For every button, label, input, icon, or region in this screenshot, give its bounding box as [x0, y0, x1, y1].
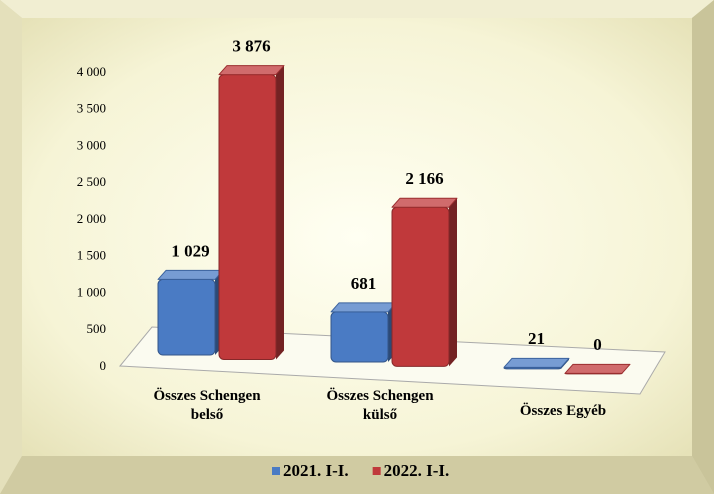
bar	[391, 206, 450, 367]
value-label: 1 029	[171, 241, 209, 260]
y-tick-label: 2 500	[77, 174, 106, 189]
legend-label: 2021. I-I.	[283, 461, 349, 480]
bar-top	[391, 197, 458, 208]
value-label: 2 166	[405, 169, 443, 188]
bar	[218, 74, 277, 360]
x-tick-label: Összes Schengen külső	[326, 388, 434, 423]
y-tick-label: 0	[100, 358, 107, 373]
bevel-left	[0, 0, 22, 494]
bar-top	[503, 357, 570, 368]
bar	[157, 278, 216, 356]
y-tick-label: 3 000	[77, 137, 106, 152]
x-tick-label: Összes Schengen belső	[153, 388, 261, 423]
y-tick-label: 2 000	[77, 211, 106, 226]
bevel-right	[692, 0, 714, 494]
y-tick-label: 4 000	[77, 64, 106, 79]
bevel-bottom	[0, 456, 714, 494]
x-tick-label: Összes Egyéb	[519, 403, 607, 419]
value-label: 681	[351, 274, 377, 293]
bar-side	[276, 65, 284, 360]
bar-top	[330, 302, 397, 313]
y-tick-label: 1 000	[77, 284, 106, 299]
bar-top	[157, 269, 224, 280]
legend-swatch	[372, 467, 381, 475]
legend-swatch	[272, 467, 280, 475]
y-tick-label: 1 500	[77, 248, 106, 263]
value-label: 0	[593, 335, 602, 354]
value-label: 21	[528, 329, 545, 348]
value-label: 3 876	[232, 37, 270, 56]
bar-top	[564, 363, 631, 374]
y-tick-label: 3 500	[77, 101, 106, 116]
bar-side	[449, 198, 457, 367]
bar	[330, 311, 389, 363]
legend-label: 2022. I-I.	[384, 461, 450, 480]
y-tick-label: 500	[87, 321, 107, 336]
bar-top	[218, 65, 285, 76]
bevel-top	[0, 0, 714, 18]
